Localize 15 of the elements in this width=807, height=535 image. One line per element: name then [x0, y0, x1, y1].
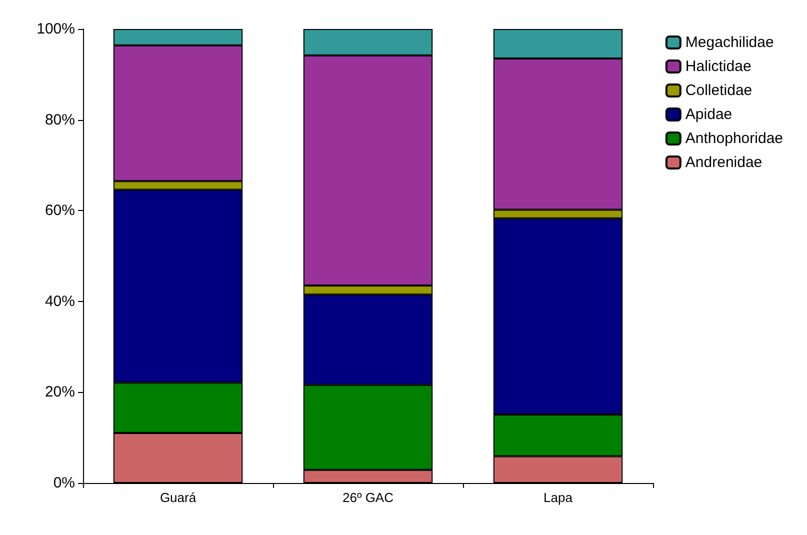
y-tick-label: 100% — [36, 20, 75, 38]
y-tick-label: 20% — [44, 384, 75, 401]
y-tick-label: 60% — [44, 202, 75, 220]
x-tick-label: 26º GAC — [342, 490, 394, 505]
x-tick-label: Guará — [160, 490, 197, 505]
legend-label: Halictidae — [685, 58, 752, 75]
y-tick-label: 0% — [53, 474, 75, 492]
legend-label: Megachilidae — [685, 34, 774, 51]
legend-label: Apidae — [685, 106, 732, 123]
y-tick-label: 40% — [44, 292, 75, 310]
legend-label: Anthophoridae — [685, 130, 784, 147]
x-tick-label: Lapa — [544, 490, 574, 505]
legend-label: Colletidae — [685, 82, 752, 99]
y-tick-label: 80% — [44, 111, 75, 128]
legend-label: Andrenidae — [685, 154, 762, 171]
